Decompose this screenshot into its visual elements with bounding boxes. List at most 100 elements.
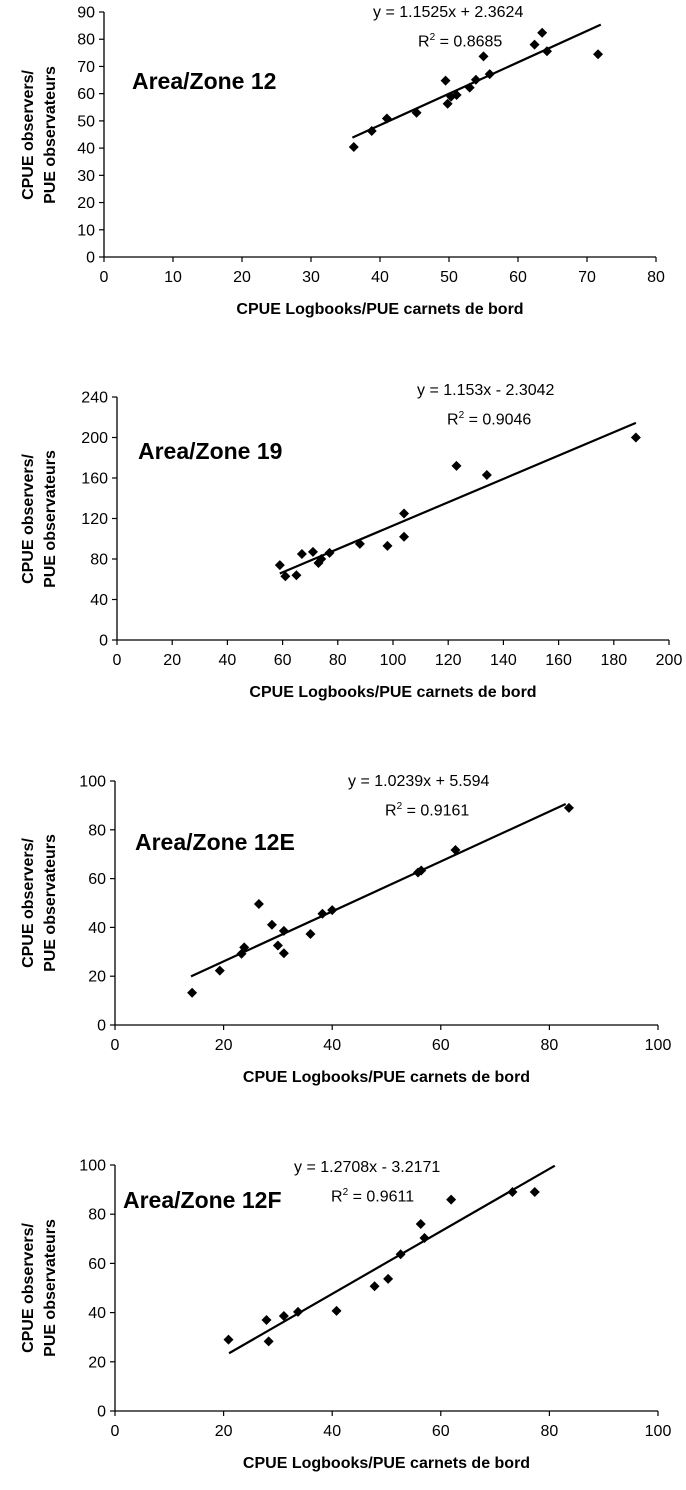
r-squared: R2 = 0.9046 [447, 410, 531, 429]
chart-panel: 0 40 80 120 160 200 240 0 20 40 60 80 100 120 140 160 18… [0, 370, 686, 715]
y-axis-label-line: PUE observateurs [42, 65, 59, 204]
regression-equation: y = 1.1525x + 2.3624 [373, 4, 524, 21]
chart-panel: 0 20 40 60 80 100 0 20 40 60 80 100 CPUE observers/P… [0, 763, 686, 1120]
r-squared: R2 = 0.9611 [331, 1187, 414, 1206]
y-tick-label: 80 [90, 552, 108, 569]
y-tick-label: 200 [81, 430, 108, 447]
zone-title: Area/Zone 12 [132, 68, 277, 94]
x-tick-label: 70 [578, 269, 596, 286]
y-tick-label: 80 [88, 822, 106, 839]
y-tick-label: 40 [88, 1305, 106, 1322]
data-point [593, 49, 604, 60]
trendline [228, 1165, 556, 1355]
x-tick-label: 0 [111, 1423, 120, 1440]
data-point [563, 802, 574, 813]
x-tick-label: 100 [645, 1423, 672, 1440]
data-point [296, 548, 307, 559]
y-tick-label: 90 [77, 5, 95, 22]
y-tick-label: 20 [88, 1354, 106, 1371]
data-point [239, 942, 250, 953]
data-point [274, 560, 285, 571]
r-squared: R2 = 0.8685 [418, 32, 502, 51]
y-tick-label: 60 [77, 86, 95, 103]
data-point [478, 51, 489, 62]
data-point [331, 1305, 342, 1316]
r-squared-value: = 0.9161 [402, 802, 470, 820]
data-point [630, 432, 641, 443]
trendline [279, 421, 637, 575]
scatter-plot: 0 20 40 60 80 100 0 20 40 60 80 100 [79, 1158, 672, 1441]
x-tick-label: 40 [219, 652, 237, 669]
data-point [223, 1334, 234, 1345]
data-point [327, 905, 338, 916]
data-point [415, 1219, 426, 1230]
y-axis-label-line: CPUE observers/ [20, 1223, 37, 1353]
r-squared-value: = 0.9046 [464, 411, 532, 429]
y-axis-label: CPUE observers/PUE observateurs [18, 1158, 62, 1418]
data-point [369, 1281, 380, 1292]
data-point [451, 460, 462, 471]
data-point [450, 845, 461, 856]
y-tick-label: 100 [79, 774, 106, 791]
scatter-plot: 0 10 20 30 40 50 60 70 80 90 0 10 20 30 40 50 60 70 80 [77, 5, 665, 287]
r-squared-symbol: R [447, 411, 459, 429]
data-point [305, 928, 316, 939]
x-axis-label: CPUE Logbooks/PUE carnets de bord [236, 301, 524, 318]
y-tick-label: 60 [88, 1256, 106, 1273]
data-point [399, 531, 410, 542]
trendline [190, 802, 567, 978]
data-point [381, 113, 392, 124]
data-point [278, 948, 289, 959]
r-squared-value: = 0.9611 [348, 1188, 415, 1206]
scatter-plot: 0 40 80 120 160 200 240 0 20 40 60 80 100 120 140 160 18… [81, 390, 683, 670]
r-squared-exponent: 2 [396, 801, 403, 812]
x-tick-label: 60 [432, 1423, 450, 1440]
zone-title: Area/Zone 12F [123, 1187, 282, 1213]
y-tick-label: 30 [77, 168, 95, 185]
data-point [411, 107, 422, 118]
y-axis-label: CPUE observers/PUE observateurs [18, 5, 62, 265]
x-tick-label: 80 [329, 652, 347, 669]
regression-equation: y = 1.0239x + 5.594 [348, 773, 490, 790]
x-tick-label: 160 [545, 652, 572, 669]
x-tick-label: 180 [600, 652, 627, 669]
data-point [395, 1249, 406, 1260]
data-point [187, 987, 198, 998]
r-squared: R2 = 0.9161 [385, 801, 469, 820]
x-tick-label: 80 [541, 1037, 559, 1054]
y-axis-label-line: PUE observateurs [42, 1219, 59, 1357]
x-tick-label: 10 [164, 269, 182, 286]
y-tick-label: 80 [77, 32, 95, 49]
x-tick-label: 20 [215, 1423, 233, 1440]
data-point [529, 39, 540, 50]
x-tick-label: 60 [509, 269, 527, 286]
y-axis-label-line: PUE observateurs [42, 449, 59, 588]
x-tick-label: 100 [645, 1037, 672, 1054]
data-point [537, 27, 548, 38]
y-axis-label-line: PUE observateurs [42, 834, 59, 972]
data-point [470, 74, 481, 85]
x-tick-label: 60 [274, 652, 292, 669]
data-point [214, 965, 225, 976]
r-squared-symbol: R [331, 1188, 343, 1206]
r-squared-exponent: 2 [458, 410, 465, 421]
data-point [316, 554, 327, 564]
y-tick-label: 40 [90, 592, 108, 609]
x-tick-label: 0 [100, 269, 109, 286]
chart-panel: 0 20 40 60 80 100 0 20 40 60 80 100 CPUE observers/P… [0, 1155, 686, 1490]
data-point [253, 898, 264, 909]
x-tick-label: 50 [440, 269, 458, 286]
data-point [317, 908, 328, 919]
data-point [481, 469, 492, 480]
r-squared-symbol: R [418, 33, 430, 51]
chart-panel: 0 10 20 30 40 50 60 70 80 90 0 10 20 30 40 50 60 70 80 CPUE… [0, 0, 686, 340]
y-axis-label-line: CPUE observers/ [20, 69, 37, 200]
scatter-plot: 0 20 40 60 80 100 0 20 40 60 80 100 [79, 774, 672, 1055]
zone-title: Area/Zone 12E [135, 829, 295, 855]
data-point [416, 865, 427, 876]
y-tick-label: 0 [97, 1018, 106, 1035]
x-tick-label: 200 [656, 652, 683, 669]
y-axis-label-line: CPUE observers/ [20, 453, 37, 584]
data-point [278, 1311, 289, 1322]
data-point [451, 90, 462, 101]
